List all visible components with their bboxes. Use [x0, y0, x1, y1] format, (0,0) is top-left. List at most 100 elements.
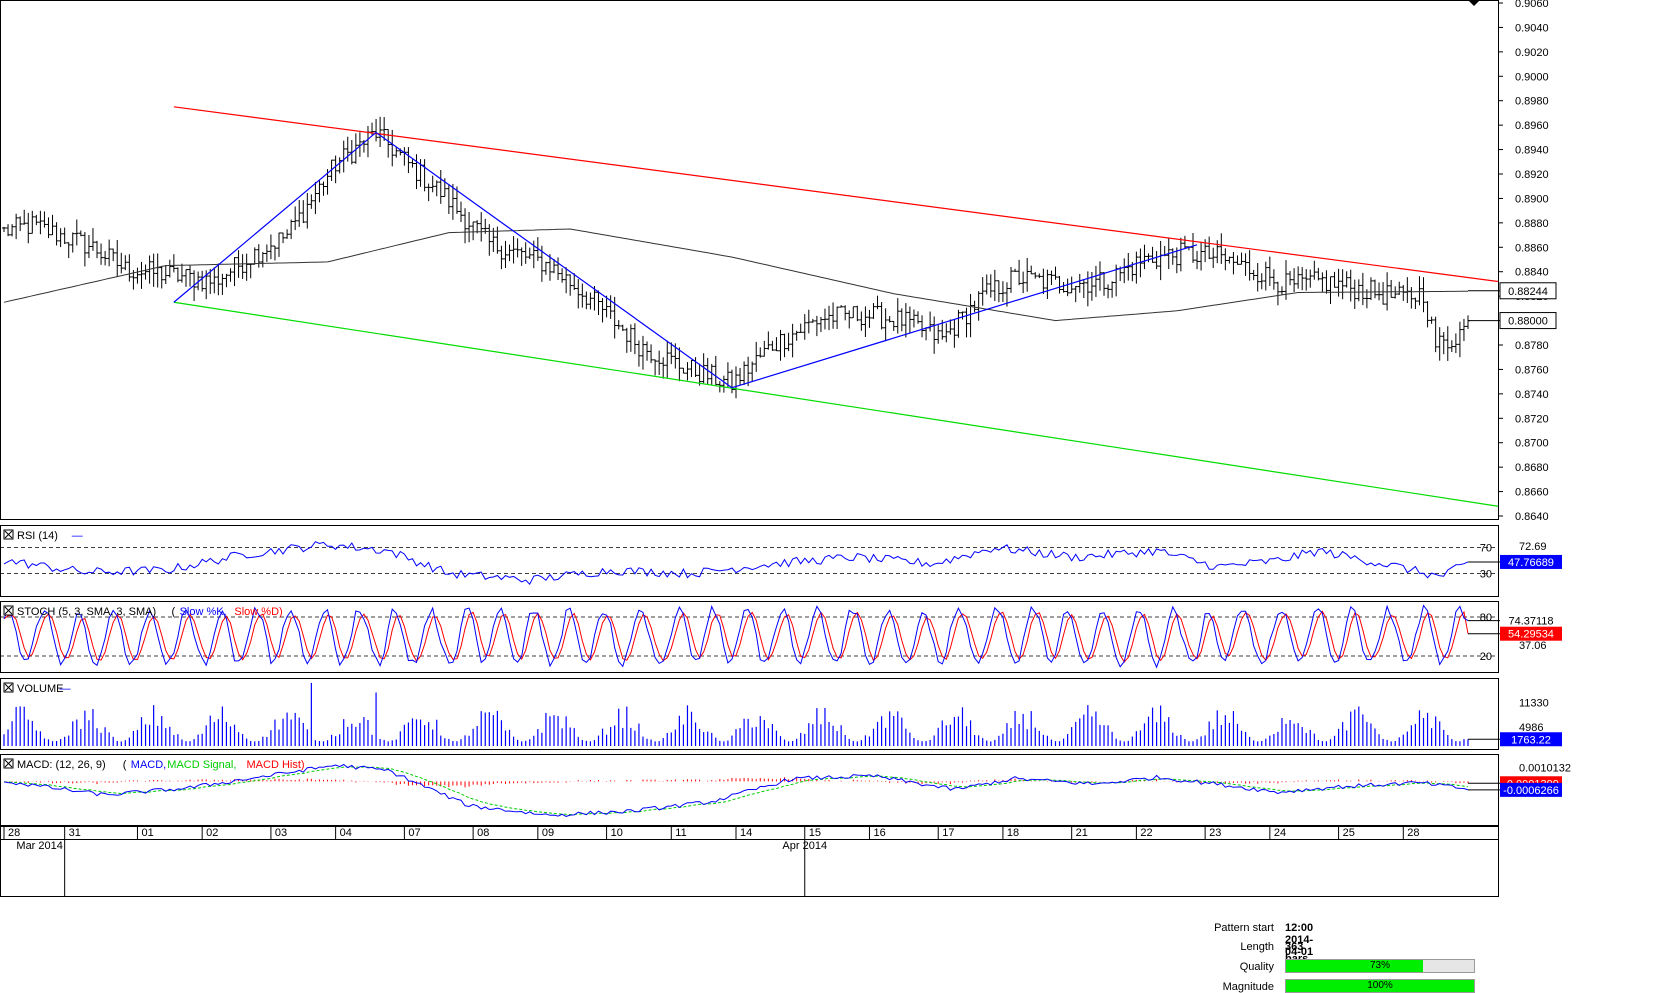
price-bar: [216, 263, 221, 296]
price-bar: [1174, 247, 1179, 274]
price-bar: [734, 366, 738, 399]
stoch-legend-d: Slow %D): [234, 606, 282, 618]
price-bar: [1417, 276, 1422, 306]
price-bar: [175, 267, 180, 283]
price-bar: [115, 239, 120, 277]
price-bar: [74, 219, 79, 246]
price-bar: [859, 311, 864, 331]
volume-title: VOLUME: [17, 683, 63, 695]
price-bar: [790, 323, 795, 358]
price-bar: [1437, 327, 1442, 361]
price-bar: [1320, 272, 1325, 293]
price-bar: [1328, 276, 1333, 305]
x-tick-label: 09: [542, 827, 554, 839]
price-bar: [293, 206, 298, 231]
x-tick-label: 31: [69, 827, 81, 839]
price-bar: [1017, 259, 1022, 286]
price-bar: [1275, 281, 1280, 306]
price-bar: [746, 356, 751, 387]
price-bar: [1231, 251, 1236, 275]
price-bar: [883, 308, 888, 342]
price-bar: [782, 333, 787, 358]
price-bar: [636, 340, 641, 367]
price-bar: [99, 243, 104, 265]
price-bar: [26, 212, 31, 244]
price-bar: [1215, 240, 1220, 264]
price-bar: [592, 286, 597, 311]
price-tick-label: 0.8960: [1515, 120, 1549, 132]
price-bar: [645, 341, 650, 361]
price-bar: [681, 367, 686, 374]
price-bar: [1000, 281, 1005, 303]
price-tick-label: 0.8680: [1515, 462, 1549, 474]
price-bar: [1085, 271, 1090, 307]
price-bar: [1356, 279, 1361, 302]
price-bar: [1368, 277, 1373, 301]
price-bar: [1445, 326, 1450, 361]
price-bar: [968, 293, 973, 338]
price-bar: [1049, 270, 1054, 285]
macd-legend-signal: MACD Signal,: [167, 759, 236, 771]
price-bar: [224, 273, 229, 288]
x-tick-label: 25: [1343, 827, 1355, 839]
x-tick-label: 15: [809, 827, 821, 839]
price-bar: [661, 357, 666, 379]
price-bar: [560, 268, 565, 283]
price-bar: [552, 258, 557, 274]
price-bar: [608, 295, 613, 319]
x-tick-label: 16: [873, 827, 885, 839]
price-bar: [984, 274, 989, 295]
moving-average-line: [3, 228, 1468, 322]
current-price-box: [1499, 312, 1557, 330]
macd-legend-open: (: [123, 759, 127, 771]
price-bar: [487, 224, 492, 256]
price-tick-label: 0.8720: [1515, 413, 1549, 425]
price-bar: [1093, 265, 1098, 297]
price-bar: [1243, 253, 1248, 276]
price-bar: [103, 251, 108, 266]
price-bar: [847, 310, 852, 329]
price-bar: [1397, 281, 1402, 296]
price-bar: [499, 245, 504, 270]
price-bar: [616, 320, 621, 330]
price-bar: [62, 227, 67, 245]
price-bar: [374, 118, 379, 142]
price-bar: [119, 252, 124, 274]
price-bar: [46, 217, 51, 239]
price-bar: [972, 300, 977, 313]
price-bar: [600, 298, 605, 323]
price-bar: [1069, 276, 1074, 294]
price-bar: [6, 224, 11, 237]
price-bar: [1004, 282, 1009, 307]
rsi-title: RSI (14): [17, 530, 58, 542]
price-bar: [1255, 262, 1260, 292]
price-bar: [762, 340, 767, 357]
price-bar: [1271, 269, 1276, 290]
price-tick-label: 0.8780: [1515, 340, 1549, 352]
price-bar: [774, 337, 779, 352]
price-bar: [402, 147, 407, 166]
price-bar: [90, 228, 95, 251]
price-bar: [1267, 256, 1272, 286]
price-bar: [988, 274, 993, 298]
price-bar: [689, 359, 694, 378]
macd-signal-line: [3, 766, 1469, 816]
price-bar: [1288, 270, 1293, 286]
price-tick-label: 0.9020: [1515, 47, 1549, 59]
price-bar: [843, 305, 848, 321]
price-bar: [406, 147, 411, 174]
price-bar: [1195, 250, 1200, 270]
price-bar: [30, 210, 35, 234]
price-bar: [1057, 275, 1062, 294]
price-bar: [1150, 246, 1155, 263]
price-bar: [22, 209, 27, 225]
price-bar: [82, 232, 87, 267]
panel-frame-vol: [0, 678, 1499, 750]
panel-close-icon-x: [4, 606, 13, 615]
price-bar: [143, 264, 148, 280]
price-bar: [705, 357, 710, 385]
price-bar: [1251, 269, 1256, 281]
price-bar: [220, 273, 225, 295]
price-bar: [1239, 252, 1244, 265]
price-bar: [301, 200, 306, 224]
